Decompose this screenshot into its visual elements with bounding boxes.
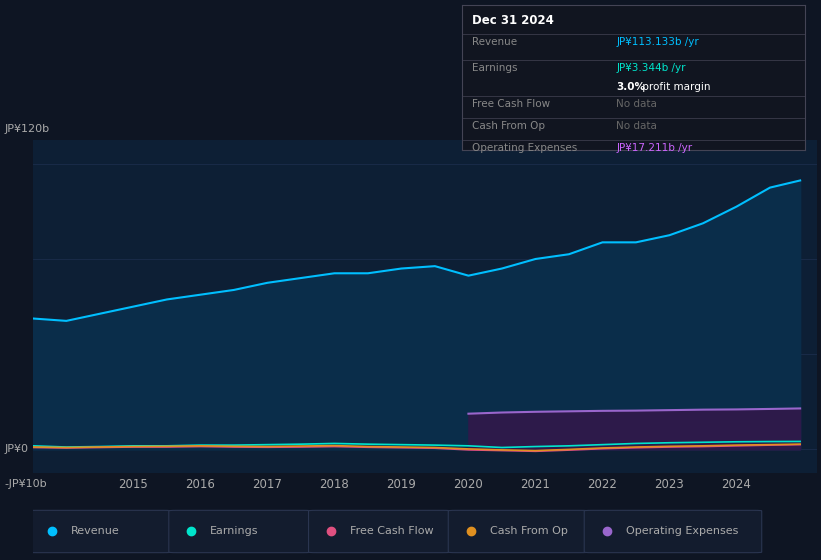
- Text: Dec 31 2024: Dec 31 2024: [472, 13, 554, 27]
- Text: JP¥120b: JP¥120b: [4, 124, 49, 134]
- Text: -JP¥10b: -JP¥10b: [4, 479, 47, 489]
- FancyBboxPatch shape: [309, 510, 451, 553]
- Text: Operating Expenses: Operating Expenses: [472, 143, 577, 153]
- Text: No data: No data: [617, 121, 658, 131]
- Text: Revenue: Revenue: [472, 37, 517, 47]
- Text: JP¥3.344b /yr: JP¥3.344b /yr: [617, 63, 686, 73]
- Text: No data: No data: [617, 99, 658, 109]
- Text: 3.0%: 3.0%: [617, 82, 645, 92]
- Text: Free Cash Flow: Free Cash Flow: [472, 99, 550, 109]
- FancyBboxPatch shape: [585, 510, 762, 553]
- Text: Earnings: Earnings: [472, 63, 518, 73]
- Text: JP¥0: JP¥0: [4, 445, 28, 454]
- Text: Cash From Op: Cash From Op: [472, 121, 545, 131]
- Text: Free Cash Flow: Free Cash Flow: [350, 526, 433, 536]
- FancyBboxPatch shape: [29, 510, 171, 553]
- FancyBboxPatch shape: [448, 510, 588, 553]
- FancyBboxPatch shape: [169, 510, 311, 553]
- Text: Operating Expenses: Operating Expenses: [626, 526, 738, 536]
- Text: Cash From Op: Cash From Op: [490, 526, 567, 536]
- Text: Revenue: Revenue: [71, 526, 119, 536]
- Text: JP¥17.211b /yr: JP¥17.211b /yr: [617, 143, 692, 153]
- Text: JP¥113.133b /yr: JP¥113.133b /yr: [617, 37, 699, 47]
- Text: Earnings: Earnings: [210, 526, 259, 536]
- Text: profit margin: profit margin: [639, 82, 710, 92]
